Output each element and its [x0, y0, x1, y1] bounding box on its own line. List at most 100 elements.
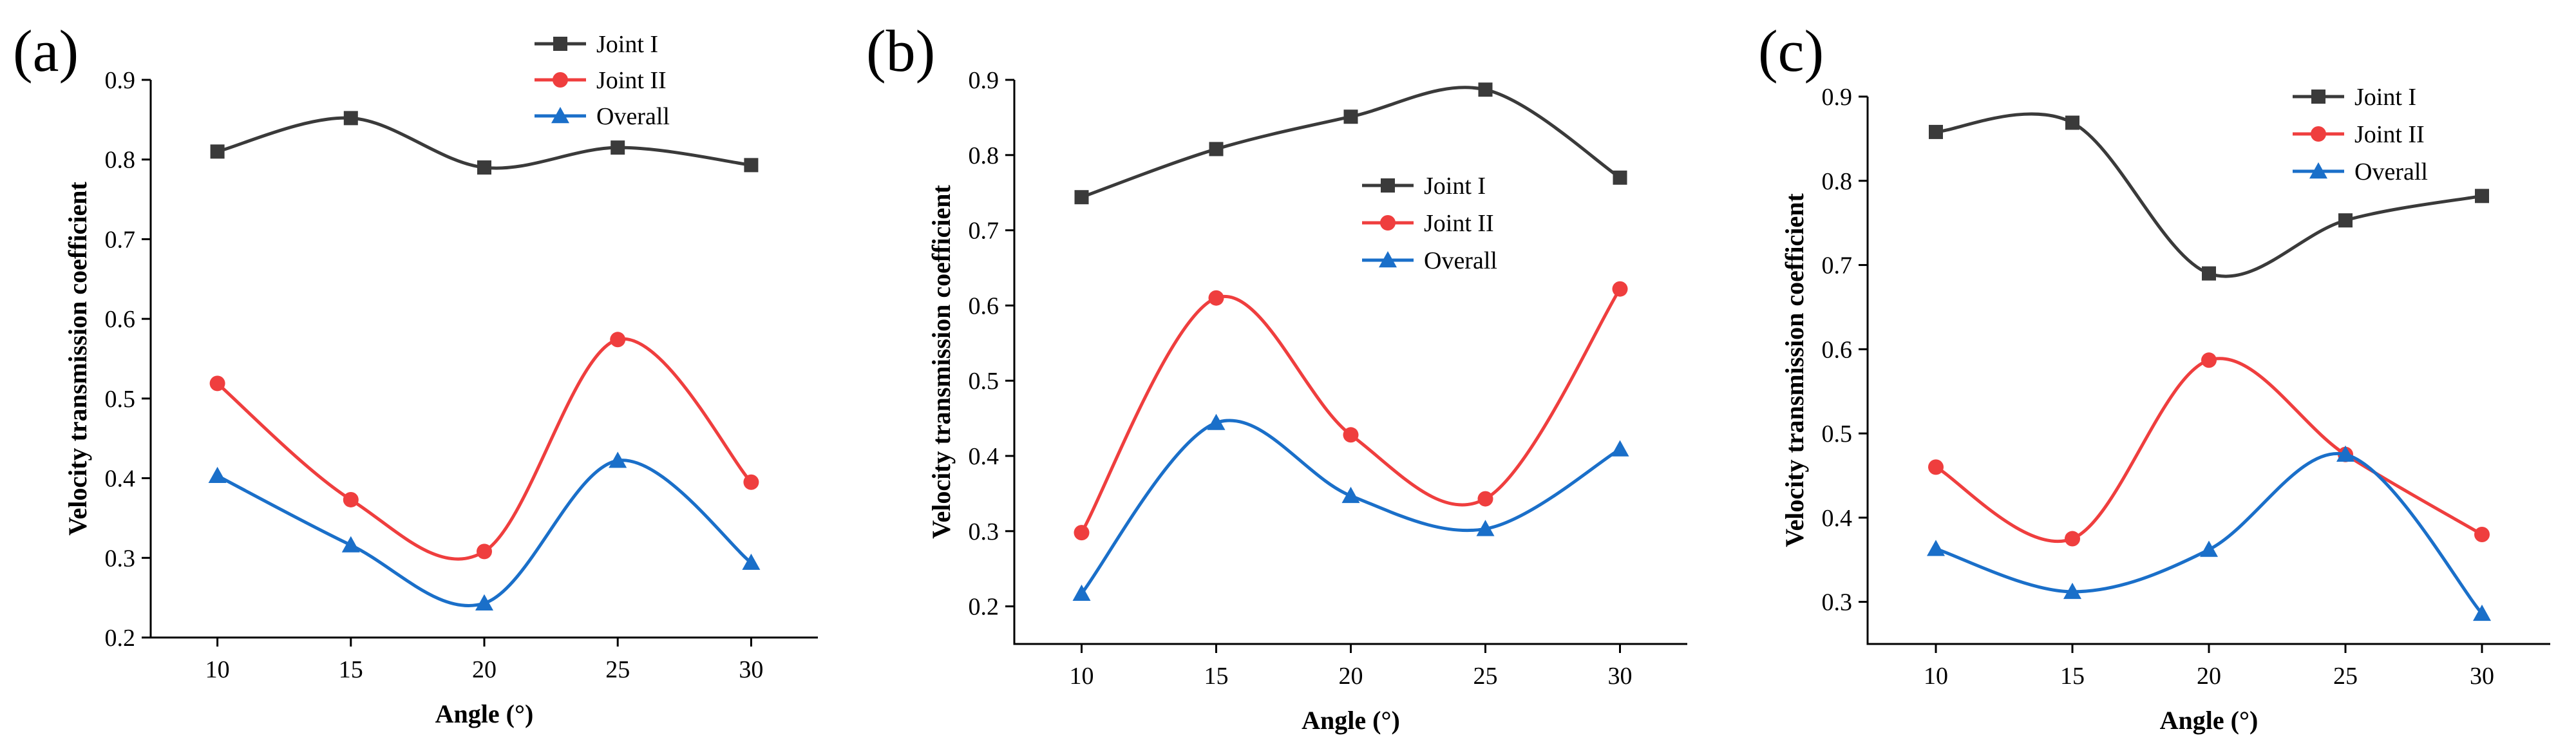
- data-point-2: [1928, 459, 1944, 475]
- x-tick-label: 25: [2333, 663, 2358, 690]
- y-tick-label: 0.7: [1822, 252, 1853, 279]
- data-point-3: [2473, 604, 2491, 621]
- data-point-1: [2202, 266, 2216, 281]
- data-point-1: [210, 144, 225, 159]
- data-point-1: [477, 160, 491, 175]
- data-point-3: [2063, 582, 2081, 600]
- x-tick-label: 20: [1339, 663, 1363, 690]
- data-point-3: [341, 536, 360, 553]
- data-point-1: [1478, 82, 1493, 97]
- y-tick-label: 0.3: [105, 545, 136, 572]
- y-tick-label: 0.4: [105, 466, 136, 493]
- y-axis-title: Velocity transmission coefficient: [63, 182, 92, 536]
- legend: Joint I Joint II Overall: [1362, 173, 1497, 274]
- series-line-1: [1080, 86, 1622, 199]
- series-line-2: [216, 337, 753, 561]
- data-point-3: [1072, 584, 1091, 601]
- y-tick-label: 0.2: [105, 625, 136, 652]
- panel-label: (b): [866, 18, 935, 84]
- y-tick-label: 0.9: [969, 67, 999, 94]
- data-point-2: [477, 544, 492, 560]
- x-tick-label: 10: [205, 656, 230, 683]
- legend-marker-2: [553, 72, 568, 88]
- legend-marker-3: [551, 107, 569, 124]
- y-tick-label: 0.2: [969, 594, 999, 621]
- x-tick-label: 25: [605, 656, 630, 683]
- y-tick-label: 0.6: [969, 292, 999, 319]
- legend-marker-3: [1379, 251, 1397, 268]
- x-tick-label: 15: [2060, 663, 2085, 690]
- panel-label: (c): [1758, 18, 1824, 84]
- data-point-2: [1343, 427, 1359, 443]
- legend: Joint I Joint II Overall: [535, 31, 670, 130]
- data-point-1: [343, 111, 358, 126]
- y-tick-label: 0.8: [1822, 168, 1853, 195]
- x-tick-label: 20: [472, 656, 497, 683]
- data-point-3: [1207, 413, 1226, 430]
- x-tick-label: 10: [1924, 663, 1948, 690]
- chart-panel-1: (a) 0.2 0.3 0.4 0.5 0.6 0.7 0.8 0.9 10 15 20 25 30 Ang…: [13, 18, 818, 728]
- legend-marker-2: [2311, 126, 2326, 142]
- y-tick-label: 0.5: [1822, 421, 1853, 448]
- data-point-3: [1476, 520, 1495, 536]
- legend: Joint I Joint II Overall: [2293, 84, 2428, 185]
- legend-marker-3: [2309, 162, 2327, 179]
- legend-label-2: Joint II: [2354, 121, 2425, 148]
- legend-label-1: Joint I: [596, 31, 658, 58]
- chart-panel-3: (c) 0.3 0.4 0.5 0.6 0.7 0.8 0.9 10 15 20 25 30 Angle …: [1758, 18, 2550, 735]
- data-point-1: [1343, 109, 1358, 124]
- data-point-2: [743, 474, 759, 490]
- x-tick-label: 30: [739, 656, 763, 683]
- panel-label: (a): [13, 18, 79, 84]
- data-point-3: [609, 451, 627, 468]
- y-axis-title: Velocity transmission coefficient: [1780, 193, 1809, 547]
- y-tick-label: 0.7: [105, 226, 136, 253]
- data-point-3: [742, 553, 761, 570]
- legend-marker-1: [2311, 90, 2325, 104]
- y-tick-label: 0.3: [969, 518, 999, 545]
- data-point-3: [475, 594, 493, 611]
- legend-label-2: Joint II: [596, 67, 667, 94]
- data-point-1: [744, 158, 759, 173]
- y-tick-label: 0.8: [969, 142, 999, 169]
- data-point-3: [2200, 540, 2218, 557]
- data-point-2: [2201, 352, 2217, 368]
- x-tick-label: 20: [2197, 663, 2221, 690]
- data-point-2: [1612, 281, 1628, 297]
- data-point-1: [1929, 124, 1943, 139]
- data-point-2: [2474, 527, 2490, 542]
- series-line-3: [216, 459, 753, 608]
- x-tick-label: 10: [1070, 663, 1094, 690]
- chart-panel-2: (b) 0.2 0.3 0.4 0.5 0.6 0.7 0.8 0.9 10 15 20 25 30 Ang…: [866, 18, 1687, 735]
- x-axis-title: Angle (°): [1302, 706, 1400, 735]
- data-point-2: [1074, 525, 1090, 541]
- data-point-2: [610, 332, 626, 348]
- data-point-2: [343, 491, 359, 507]
- data-point-1: [1209, 142, 1224, 156]
- axes: [1013, 80, 1687, 645]
- series-line-2: [1080, 287, 1622, 534]
- data-point-3: [1341, 486, 1360, 504]
- data-point-1: [611, 140, 625, 155]
- x-axis-title: Angle (°): [435, 699, 534, 728]
- data-point-1: [2338, 213, 2353, 228]
- data-point-3: [1611, 440, 1629, 457]
- legend-marker-2: [1380, 215, 1396, 231]
- y-tick-label: 0.9: [1822, 84, 1853, 111]
- legend-label-1: Joint I: [1424, 173, 1486, 200]
- x-tick-label: 30: [2470, 663, 2494, 690]
- x-tick-label: 15: [339, 656, 363, 683]
- x-axis-title: Angle (°): [2160, 706, 2259, 735]
- data-point-2: [209, 375, 225, 392]
- axes: [1866, 97, 2550, 645]
- data-point-3: [2336, 445, 2354, 462]
- x-tick-label: 15: [1204, 663, 1229, 690]
- legend-label-1: Joint I: [2354, 84, 2416, 111]
- data-point-3: [1927, 540, 1945, 556]
- y-tick-label: 0.7: [969, 218, 999, 245]
- y-axis-title: Velocity transmission coefficient: [927, 185, 956, 539]
- legend-label-3: Overall: [2354, 158, 2428, 185]
- data-point-2: [2065, 531, 2080, 547]
- y-tick-label: 0.9: [105, 67, 136, 94]
